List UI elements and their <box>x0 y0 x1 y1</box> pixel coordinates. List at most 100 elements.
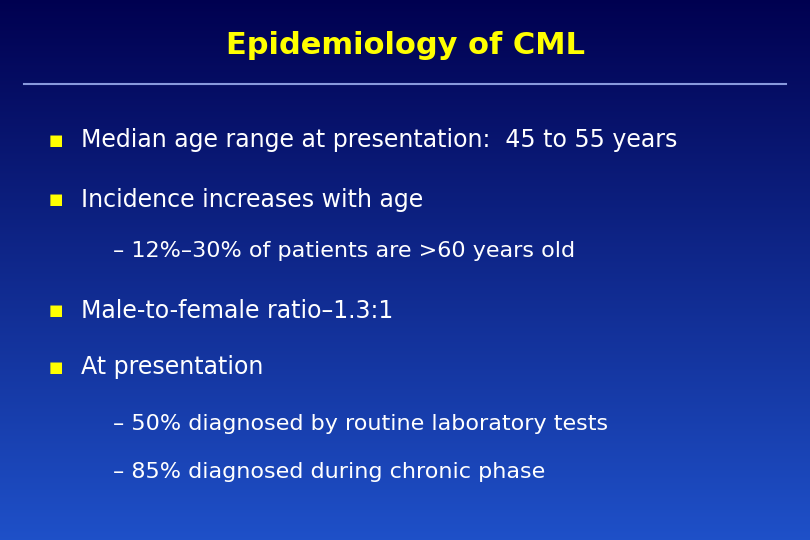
Bar <box>0 507 810 508</box>
Bar <box>0 269 810 270</box>
Bar <box>0 275 810 276</box>
Bar <box>0 23 810 24</box>
Bar <box>0 381 810 382</box>
Bar <box>0 73 810 74</box>
Bar <box>0 448 810 449</box>
Bar <box>0 405 810 406</box>
Bar <box>0 392 810 393</box>
Bar <box>0 219 810 220</box>
Bar <box>0 258 810 259</box>
Bar <box>0 394 810 395</box>
Bar <box>0 58 810 59</box>
Bar <box>0 247 810 248</box>
Bar <box>0 348 810 350</box>
Bar <box>0 458 810 459</box>
Bar <box>0 343 810 345</box>
Bar <box>0 442 810 443</box>
Bar <box>0 500 810 501</box>
Bar <box>0 524 810 525</box>
Bar <box>0 404 810 405</box>
Bar <box>0 4 810 5</box>
Bar <box>0 532 810 534</box>
Bar <box>0 109 810 111</box>
Bar <box>0 30 810 31</box>
Bar <box>0 115 810 116</box>
Text: ■: ■ <box>49 192 63 207</box>
Bar <box>0 453 810 454</box>
Bar <box>0 368 810 370</box>
Bar <box>0 208 810 209</box>
Bar <box>0 440 810 442</box>
Bar <box>0 242 810 243</box>
Bar <box>0 431 810 432</box>
Bar <box>0 289 810 291</box>
Bar <box>0 519 810 521</box>
Bar <box>0 216 810 217</box>
Bar <box>0 209 810 211</box>
Bar <box>0 40 810 42</box>
Bar <box>0 94 810 96</box>
Bar <box>0 154 810 156</box>
Bar <box>0 129 810 130</box>
Bar <box>0 408 810 409</box>
Bar <box>0 345 810 346</box>
Bar <box>0 481 810 482</box>
Bar <box>0 364 810 366</box>
Text: At presentation: At presentation <box>81 355 263 379</box>
Bar <box>0 123 810 124</box>
Bar <box>0 212 810 213</box>
Bar <box>0 436 810 437</box>
Bar <box>0 28 810 30</box>
Text: ■: ■ <box>49 133 63 148</box>
Bar <box>0 143 810 145</box>
Bar <box>0 178 810 179</box>
Bar <box>0 27 810 28</box>
Bar <box>0 53 810 54</box>
Bar <box>0 517 810 518</box>
Bar <box>0 472 810 474</box>
Bar <box>0 355 810 356</box>
Bar <box>0 253 810 254</box>
Bar <box>0 249 810 251</box>
Bar <box>0 33 810 35</box>
Bar <box>0 6 810 8</box>
Bar <box>0 15 810 16</box>
Bar <box>0 24 810 25</box>
Bar <box>0 424 810 426</box>
Bar <box>0 509 810 510</box>
Bar <box>0 193 810 194</box>
Bar <box>0 177 810 178</box>
Bar <box>0 202 810 204</box>
Bar <box>0 130 810 131</box>
Bar <box>0 42 810 43</box>
Bar <box>0 176 810 177</box>
Bar <box>0 65 810 66</box>
Bar <box>0 187 810 189</box>
Bar <box>0 508 810 509</box>
Bar <box>0 270 810 271</box>
Bar <box>0 502 810 503</box>
Bar <box>0 118 810 119</box>
Bar <box>0 61 810 62</box>
Bar <box>0 86 810 87</box>
Bar <box>0 31 810 32</box>
Bar <box>0 217 810 219</box>
Bar <box>0 179 810 181</box>
Bar <box>0 406 810 408</box>
Bar <box>0 529 810 530</box>
Bar <box>0 158 810 159</box>
Bar <box>0 447 810 448</box>
Bar <box>0 334 810 335</box>
Bar <box>0 131 810 132</box>
Bar <box>0 454 810 455</box>
Bar <box>0 98 810 100</box>
Bar <box>0 395 810 397</box>
Bar <box>0 535 810 536</box>
Text: Male-to-female ratio–1.3:1: Male-to-female ratio–1.3:1 <box>81 299 393 322</box>
Bar <box>0 321 810 322</box>
Bar <box>0 201 810 202</box>
Bar <box>0 183 810 184</box>
Bar <box>0 39 810 40</box>
Bar <box>0 449 810 451</box>
Bar <box>0 372 810 373</box>
